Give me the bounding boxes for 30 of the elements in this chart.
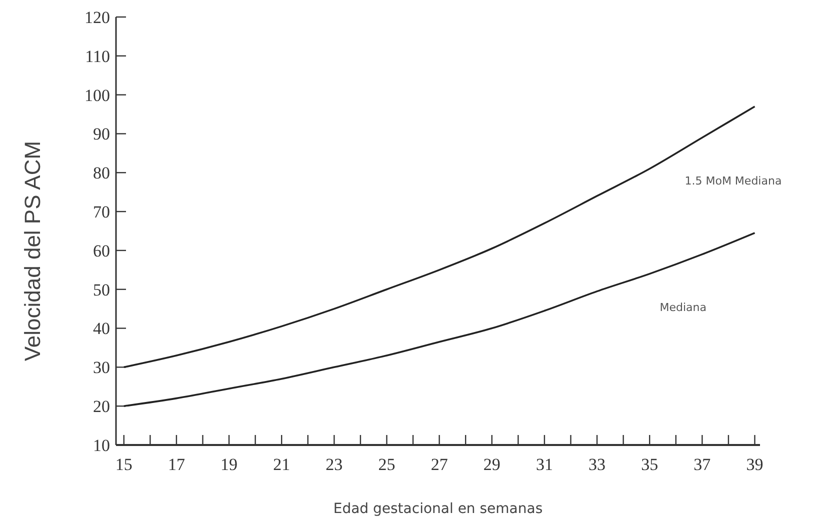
x-tick-label: 19 bbox=[220, 455, 238, 474]
x-tick-label: 27 bbox=[430, 455, 448, 474]
y-tick-label: 60 bbox=[93, 241, 110, 260]
x-tick-label: 31 bbox=[536, 455, 553, 474]
x-tick-label: 39 bbox=[746, 455, 764, 474]
x-tick-label: 21 bbox=[273, 455, 290, 474]
y-tick-label: 90 bbox=[93, 124, 110, 144]
x-tick-label: 25 bbox=[378, 455, 396, 474]
line-series bbox=[122, 232, 756, 407]
y-tick-label: 120 bbox=[84, 8, 110, 27]
y-tick-label: 100 bbox=[84, 86, 110, 105]
x-tick-label: 15 bbox=[115, 455, 132, 474]
x-tick-label: 23 bbox=[326, 455, 343, 474]
y-axis-title: Velocidad del PS ACM bbox=[20, 140, 45, 362]
text: 1.5 MoM Mediana bbox=[684, 174, 782, 188]
x-tick-label: 35 bbox=[641, 455, 658, 474]
y-tick-label: 20 bbox=[93, 397, 110, 416]
x-tick-label: 33 bbox=[588, 455, 606, 474]
y-tick-label: 10 bbox=[93, 436, 110, 455]
y-tick-label: 50 bbox=[93, 280, 110, 300]
y-tick-label: 110 bbox=[85, 46, 110, 66]
x-tick-label: 29 bbox=[483, 455, 500, 474]
x-tick-label: 37 bbox=[694, 455, 712, 474]
x-tick-label: 17 bbox=[168, 455, 186, 474]
y-tick-label: 30 bbox=[93, 358, 110, 378]
y-tick-label: 40 bbox=[93, 319, 110, 338]
y-tick-label: 70 bbox=[93, 202, 110, 222]
x-axis-title: Edad gestacional en semanas bbox=[333, 501, 543, 517]
y-tick-label: 80 bbox=[93, 164, 110, 183]
text: Mediana bbox=[660, 300, 706, 314]
